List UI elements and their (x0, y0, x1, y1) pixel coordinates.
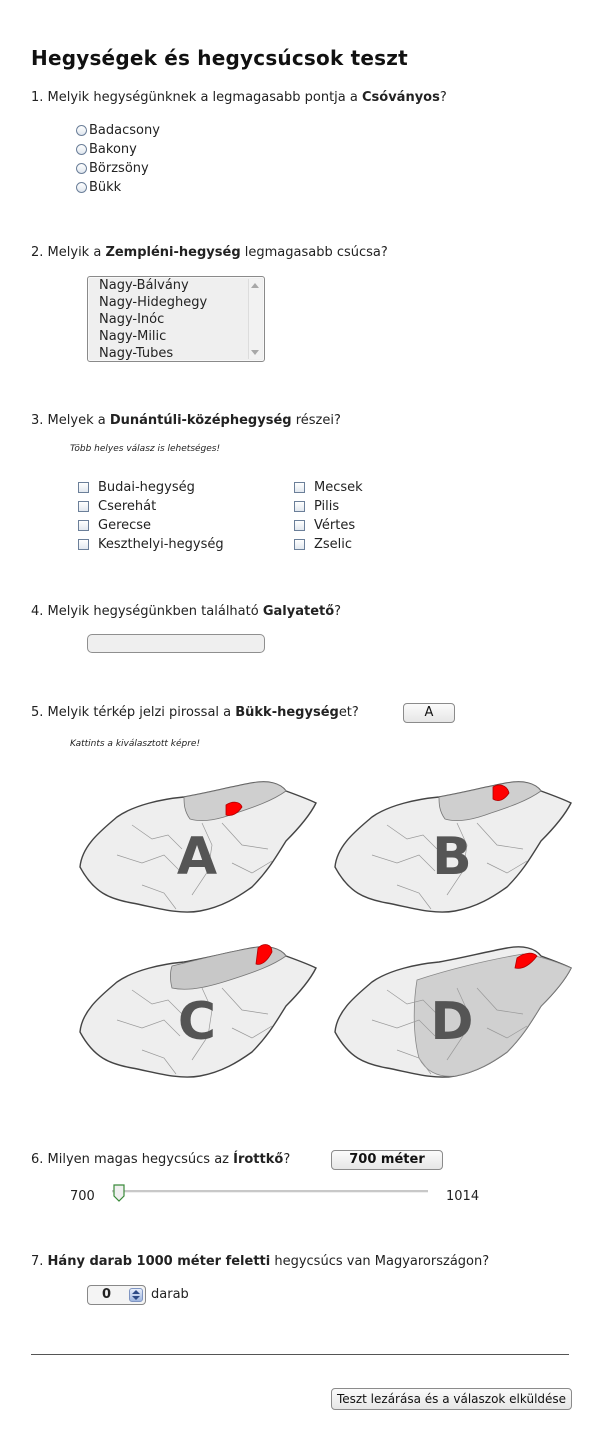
question-6: 6. Milyen magas hegycsúcs az Írottkő? (31, 1152, 291, 1167)
map-answer-display[interactable]: A (403, 703, 455, 723)
checkbox-option-cserehat[interactable]: Cserehát (78, 497, 156, 515)
list-option[interactable]: Nagy-Inóc (99, 312, 165, 327)
divider (31, 1354, 569, 1355)
question-1: 1. Melyik hegységünknek a legmagasabb po… (31, 90, 447, 105)
height-answer-display[interactable]: 700 méter (331, 1150, 443, 1170)
checkbox[interactable] (294, 538, 305, 550)
checkbox[interactable] (78, 519, 89, 531)
scroll-up-icon[interactable] (251, 283, 259, 288)
list-option[interactable]: Nagy-Milic (99, 329, 167, 344)
list-option[interactable]: Nagy-Bálvány (99, 278, 189, 293)
stepper-value[interactable]: 0 (102, 1287, 112, 1302)
q3-hint: Több helyes válasz is lehetséges! (70, 444, 221, 454)
checkbox[interactable] (78, 481, 89, 493)
question-4: 4. Melyik hegységünkben található Galyat… (31, 604, 342, 619)
slider-max-label: 1014 (446, 1189, 480, 1204)
listbox-scrollbar[interactable] (248, 279, 262, 359)
checkbox-option-zselic[interactable]: Zselic (294, 535, 352, 553)
map-letter-d: D (430, 992, 474, 1052)
map-letter-c: C (177, 992, 217, 1052)
radio-option-badacsony[interactable]: Badacsony (76, 121, 160, 139)
checkbox-option-mecsek[interactable]: Mecsek (294, 478, 363, 496)
list-option[interactable]: Nagy-Hideghegy (99, 295, 208, 310)
spin-arrows-icon[interactable] (129, 1288, 143, 1302)
checkbox[interactable] (78, 500, 89, 512)
question-5: 5. Melyik térkép jelzi pirossal a Bükk-h… (31, 705, 359, 720)
height-slider-track[interactable] (112, 1190, 428, 1193)
hungary-map-icon (79, 944, 317, 1078)
map-option-d[interactable]: D (327, 940, 577, 1090)
page-title: Hegységek és hegycsúcsok teszt (31, 46, 408, 70)
increment-icon[interactable] (132, 1290, 140, 1294)
checkbox-option-gerecse[interactable]: Gerecse (78, 516, 151, 534)
checkbox[interactable] (78, 538, 89, 550)
question-2: 2. Melyik a Zempléni-hegység legmagasabb… (31, 245, 388, 260)
map-option-b[interactable]: B (327, 775, 577, 925)
hungary-map-icon (334, 781, 572, 913)
hungary-map-icon (334, 946, 572, 1078)
peak-listbox[interactable]: Nagy-Bálvány Nagy-Hideghegy Nagy-Inóc Na… (87, 276, 265, 362)
peak-count-stepper[interactable]: 0 (87, 1285, 146, 1305)
scroll-down-icon[interactable] (251, 350, 259, 355)
hungary-map-icon (79, 781, 317, 913)
radio-button[interactable] (76, 162, 87, 174)
checkbox-option-vertes[interactable]: Vértes (294, 516, 355, 534)
radio-option-bukk[interactable]: Bükk (76, 178, 121, 196)
checkbox-option-budai-hegyseg[interactable]: Budai-hegység (78, 478, 195, 496)
radio-button[interactable] (76, 143, 87, 155)
galyateto-answer-input[interactable] (87, 634, 265, 653)
map-letter-a: A (176, 827, 218, 887)
slider-min-label: 700 (70, 1189, 95, 1204)
radio-button[interactable] (76, 124, 87, 136)
checkbox-option-pilis[interactable]: Pilis (294, 497, 339, 515)
decrement-icon[interactable] (132, 1296, 140, 1300)
checkbox[interactable] (294, 500, 305, 512)
radio-button[interactable] (76, 181, 87, 193)
list-option[interactable]: Nagy-Tubes (99, 346, 174, 361)
checkbox-option-keszthelyi-hegyseg[interactable]: Keszthelyi-hegység (78, 535, 224, 553)
map-option-a[interactable]: A (72, 775, 322, 925)
map-option-c[interactable]: C (72, 940, 322, 1090)
submit-button[interactable]: Teszt lezárása és a válaszok elküldése (331, 1388, 572, 1410)
q5-hint: Kattints a kiválasztott képre! (70, 739, 201, 749)
radio-option-borzsony[interactable]: Börzsöny (76, 159, 149, 177)
stepper-unit-label: darab (151, 1287, 189, 1302)
question-3: 3. Melyek a Dunántúli-középhegység része… (31, 413, 341, 428)
checkbox[interactable] (294, 481, 305, 493)
radio-option-bakony[interactable]: Bakony (76, 140, 137, 158)
question-7: 7. Hány darab 1000 méter feletti hegycsú… (31, 1254, 490, 1269)
map-letter-b: B (432, 827, 472, 887)
slider-thumb-icon[interactable] (113, 1184, 125, 1202)
checkbox[interactable] (294, 519, 305, 531)
